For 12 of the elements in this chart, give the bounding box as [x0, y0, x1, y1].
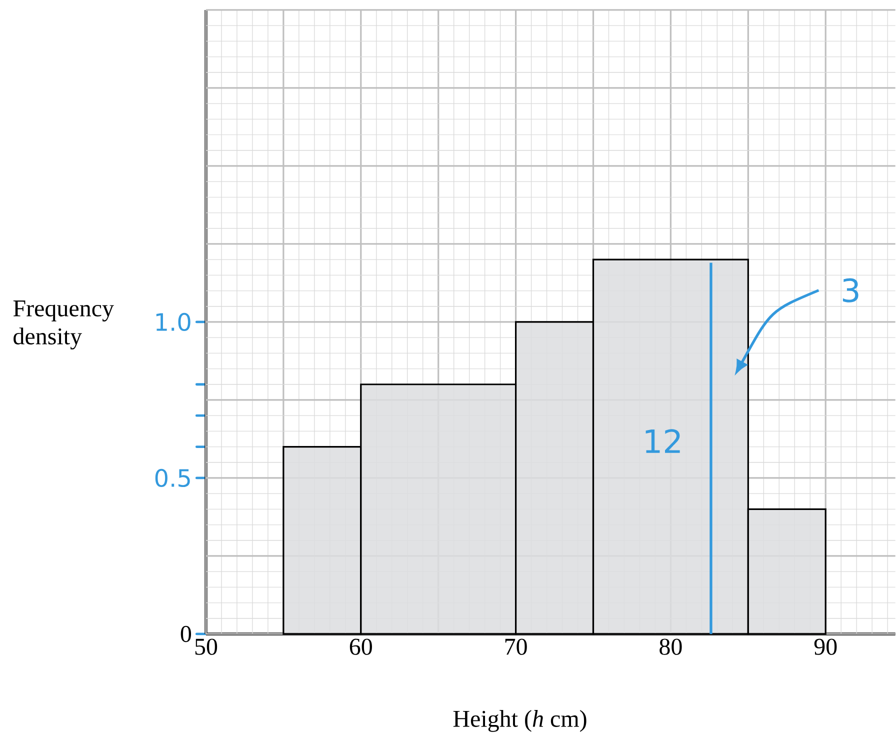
y-tick-label: 0.5 — [155, 468, 190, 488]
y-tick-label: 0 — [180, 626, 192, 642]
x-tick-label: 80 — [660, 638, 682, 655]
annotation: 12 — [646, 429, 680, 453]
x-tick-label: 50 — [195, 638, 218, 655]
y-axis-title: Frequency density — [13, 300, 114, 350]
x-axis-title: Height (h cm) — [453, 710, 586, 732]
x-tick-label: 90 — [814, 638, 837, 655]
x-tick-label: 60 — [350, 638, 372, 655]
y-tick-label: 1.0 — [156, 312, 190, 332]
annotation: 3 — [842, 278, 858, 302]
x-tick-label: 70 — [505, 638, 527, 655]
